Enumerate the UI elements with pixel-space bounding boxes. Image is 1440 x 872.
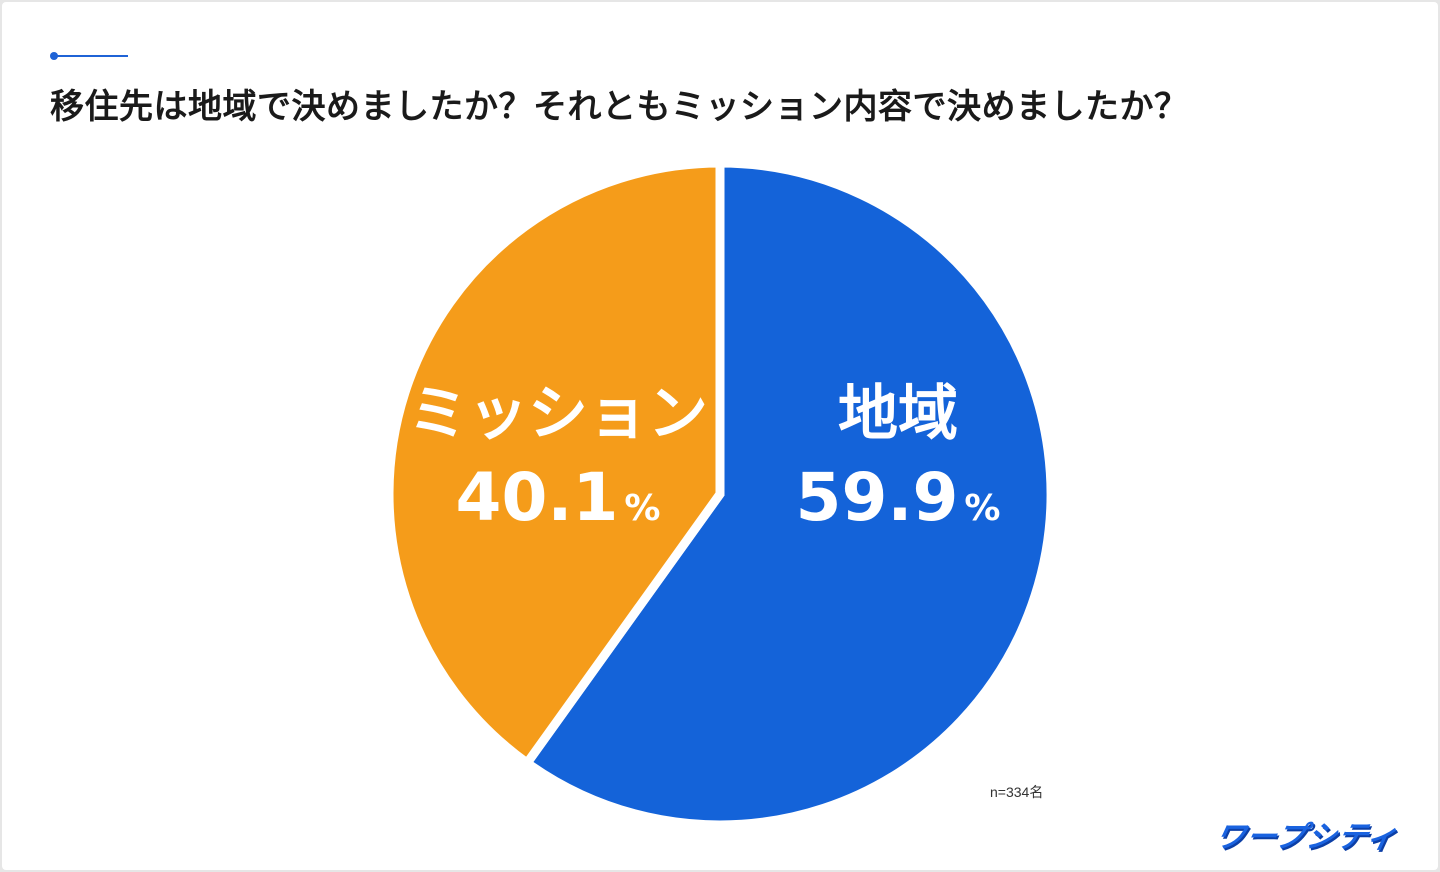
slice-value-number: 59.9 xyxy=(796,459,959,536)
chart-title: 移住先は地域で決めましたか？それともミッション内容で決めましたか？ xyxy=(50,87,1189,127)
slice-value-label: 59.9% xyxy=(796,459,1001,536)
pie-slice-mission xyxy=(384,158,725,770)
slice-name-label: ミッション xyxy=(408,379,708,449)
pie-slice-region xyxy=(520,158,1056,830)
brand-logo: ワープシティ xyxy=(1211,820,1402,855)
pie-slice-label-mission: ミッション 40.1% xyxy=(408,379,708,536)
slice-value-number: 40.1 xyxy=(456,459,619,536)
slice-value-unit: % xyxy=(624,488,660,529)
sample-size-note: n=334名 xyxy=(990,784,1044,800)
slice-value-label: 40.1% xyxy=(456,459,661,536)
slice-value-unit: % xyxy=(964,488,1000,529)
slice-name-label: 地域 xyxy=(838,379,958,449)
title-accent-line xyxy=(50,52,128,60)
pie-slice-label-region: 地域 59.9% xyxy=(796,379,1001,536)
